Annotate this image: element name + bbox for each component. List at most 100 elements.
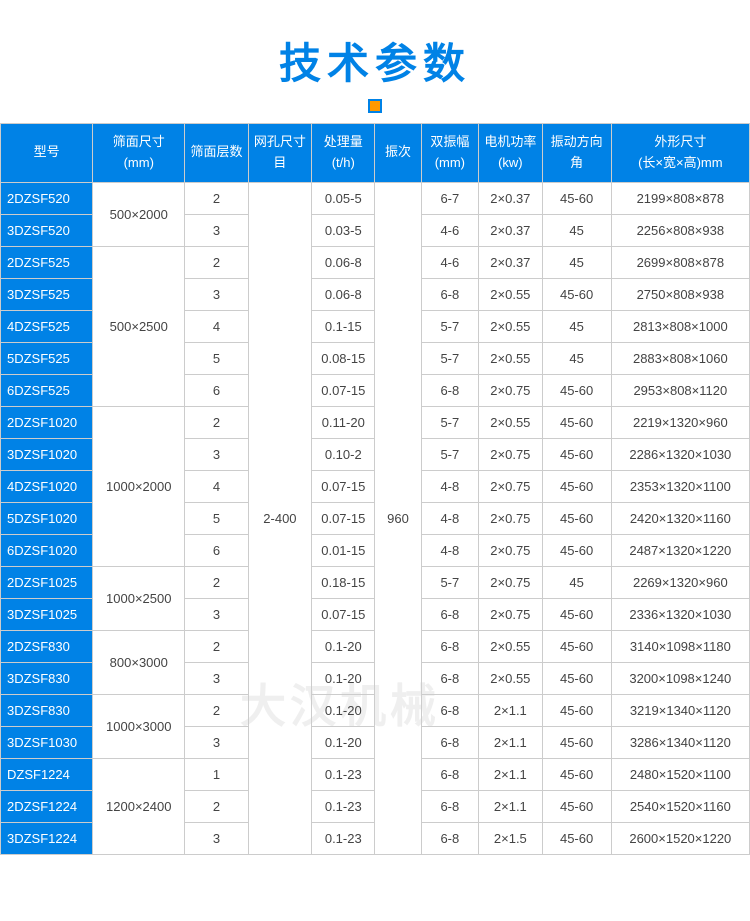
cell-model: 2DZSF1025	[1, 566, 93, 598]
cell-power: 2×1.1	[479, 726, 542, 758]
cell-capacity: 0.10-2	[312, 438, 375, 470]
cell-angle: 45	[542, 566, 611, 598]
table-header: 型号筛面尺寸(mm)筛面层数网孔尺寸目处理量(t/h)振次双振幅(mm)电机功率…	[1, 124, 750, 183]
column-header-4: 处理量(t/h)	[312, 124, 375, 183]
cell-dimensions: 2199×808×878	[611, 182, 749, 214]
cell-amplitude: 6-8	[421, 758, 479, 790]
cell-amplitude: 4-6	[421, 246, 479, 278]
cell-capacity: 0.1-20	[312, 694, 375, 726]
cell-capacity: 0.1-20	[312, 726, 375, 758]
cell-amplitude: 6-8	[421, 822, 479, 854]
cell-layers: 2	[185, 694, 248, 726]
cell-layers: 5	[185, 342, 248, 374]
cell-layers: 4	[185, 310, 248, 342]
page-title-block: 技术参数	[0, 0, 750, 123]
cell-dimensions: 2420×1320×1160	[611, 502, 749, 534]
cell-amplitude: 5-7	[421, 566, 479, 598]
cell-model: 3DZSF1030	[1, 726, 93, 758]
cell-layers: 2	[185, 630, 248, 662]
cell-angle: 45	[542, 246, 611, 278]
cell-amplitude: 5-7	[421, 438, 479, 470]
cell-power: 2×0.55	[479, 278, 542, 310]
cell-angle: 45	[542, 342, 611, 374]
cell-screen-size: 1000×3000	[93, 694, 185, 758]
cell-amplitude: 4-8	[421, 470, 479, 502]
cell-angle: 45-60	[542, 438, 611, 470]
cell-layers: 4	[185, 470, 248, 502]
cell-layers: 5	[185, 502, 248, 534]
cell-power: 2×0.37	[479, 182, 542, 214]
cell-amplitude: 6-8	[421, 726, 479, 758]
cell-power: 2×0.75	[479, 374, 542, 406]
cell-layers: 1	[185, 758, 248, 790]
cell-layers: 3	[185, 438, 248, 470]
cell-model: 2DZSF1020	[1, 406, 93, 438]
cell-capacity: 0.1-20	[312, 630, 375, 662]
cell-layers: 2	[185, 246, 248, 278]
cell-angle: 45-60	[542, 598, 611, 630]
cell-model: 5DZSF525	[1, 342, 93, 374]
cell-capacity: 0.03-5	[312, 214, 375, 246]
cell-amplitude: 5-7	[421, 342, 479, 374]
cell-capacity: 0.1-23	[312, 822, 375, 854]
cell-model: 3DZSF520	[1, 214, 93, 246]
column-header-1: 筛面尺寸(mm)	[93, 124, 185, 183]
cell-model: DZSF1224	[1, 758, 93, 790]
cell-dimensions: 3200×1098×1240	[611, 662, 749, 694]
cell-power: 2×0.75	[479, 502, 542, 534]
cell-model: 4DZSF1020	[1, 470, 93, 502]
cell-capacity: 0.01-15	[312, 534, 375, 566]
cell-model: 3DZSF1025	[1, 598, 93, 630]
column-header-6: 双振幅(mm)	[421, 124, 479, 183]
cell-layers: 3	[185, 726, 248, 758]
cell-power: 2×0.37	[479, 214, 542, 246]
cell-capacity: 0.06-8	[312, 278, 375, 310]
cell-layers: 3	[185, 598, 248, 630]
cell-angle: 45-60	[542, 758, 611, 790]
cell-angle: 45-60	[542, 630, 611, 662]
cell-dimensions: 2699×808×878	[611, 246, 749, 278]
cell-model: 3DZSF830	[1, 662, 93, 694]
cell-power: 2×0.75	[479, 438, 542, 470]
cell-screen-size: 1200×2400	[93, 758, 185, 854]
table-body: 2DZSF520500×200022-4000.05-59606-72×0.37…	[1, 182, 750, 854]
cell-amplitude: 6-7	[421, 182, 479, 214]
cell-layers: 2	[185, 790, 248, 822]
cell-amplitude: 6-8	[421, 662, 479, 694]
column-header-5: 振次	[375, 124, 421, 183]
cell-power: 2×0.55	[479, 342, 542, 374]
cell-angle: 45-60	[542, 278, 611, 310]
cell-power: 2×0.55	[479, 310, 542, 342]
cell-capacity: 0.07-15	[312, 374, 375, 406]
cell-capacity: 0.07-15	[312, 502, 375, 534]
cell-dimensions: 3286×1340×1120	[611, 726, 749, 758]
cell-power: 2×0.37	[479, 246, 542, 278]
cell-model: 3DZSF1020	[1, 438, 93, 470]
cell-angle: 45-60	[542, 182, 611, 214]
cell-power: 2×0.55	[479, 406, 542, 438]
cell-layers: 3	[185, 822, 248, 854]
cell-dimensions: 2750×808×938	[611, 278, 749, 310]
cell-capacity: 0.07-15	[312, 598, 375, 630]
cell-capacity: 0.1-23	[312, 790, 375, 822]
cell-capacity: 0.1-15	[312, 310, 375, 342]
column-header-0: 型号	[1, 124, 93, 183]
cell-dimensions: 2953×808×1120	[611, 374, 749, 406]
cell-dimensions: 2883×808×1060	[611, 342, 749, 374]
cell-layers: 3	[185, 662, 248, 694]
cell-angle: 45-60	[542, 534, 611, 566]
cell-capacity: 0.05-5	[312, 182, 375, 214]
cell-amplitude: 6-8	[421, 374, 479, 406]
cell-layers: 6	[185, 534, 248, 566]
cell-model: 3DZSF525	[1, 278, 93, 310]
cell-dimensions: 2813×808×1000	[611, 310, 749, 342]
cell-layers: 3	[185, 278, 248, 310]
cell-screen-size: 800×3000	[93, 630, 185, 694]
column-header-3: 网孔尺寸目	[248, 124, 311, 183]
cell-model: 6DZSF525	[1, 374, 93, 406]
cell-capacity: 0.07-15	[312, 470, 375, 502]
cell-dimensions: 2480×1520×1100	[611, 758, 749, 790]
cell-screen-size: 1000×2500	[93, 566, 185, 630]
cell-amplitude: 4-8	[421, 534, 479, 566]
cell-amplitude: 6-8	[421, 598, 479, 630]
